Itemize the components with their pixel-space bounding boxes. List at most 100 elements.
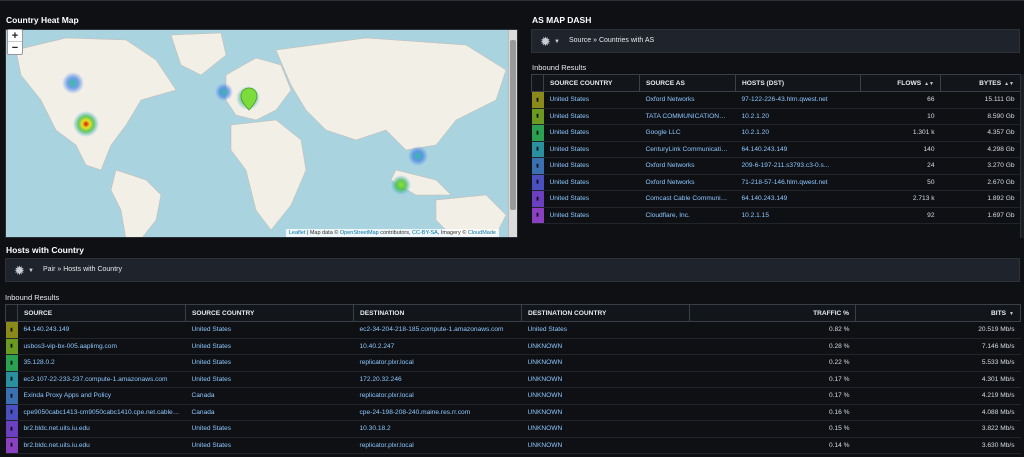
source-as-link[interactable]: CenturyLink Communication...	[639, 141, 736, 158]
destination-link[interactable]: 10.40.2.247	[353, 338, 522, 355]
source-country-link[interactable]: United States	[185, 437, 354, 454]
gear-icon[interactable]: ✹	[14, 263, 25, 278]
chevron-down-icon[interactable]: ▼	[28, 268, 34, 274]
source-country-link[interactable]: United States	[543, 91, 640, 109]
destination-link[interactable]: replicator.plxr.local	[353, 354, 522, 372]
host-link[interactable]: 10.2.1.20	[735, 108, 861, 125]
column-header-hosts[interactable]: HOSTS (DST)	[735, 74, 861, 92]
host-link[interactable]: 209-6-197-211.s3793.c3-0.s...	[735, 157, 861, 175]
map-canvas[interactable]	[6, 30, 518, 238]
source-link[interactable]: 64.140.243.149	[17, 321, 186, 339]
location-marker-icon[interactable]	[240, 87, 258, 111]
breadcrumb[interactable]: Pair » Hosts with Country	[43, 266, 122, 273]
host-link[interactable]: 10.2.1.20	[735, 124, 861, 142]
host-link[interactable]: 71-218-57-146.hlrn.qwest.net	[735, 174, 861, 191]
table-row[interactable]: ▮ United States Comcast Cable Communicati.…	[531, 190, 1021, 208]
source-as-link[interactable]: Comcast Cable Communicati...	[639, 190, 736, 208]
source-as-link[interactable]: Cloudflare, Inc.	[639, 207, 736, 224]
destination-link[interactable]: 10.30.18.2	[353, 420, 522, 438]
source-as-link[interactable]: TATA COMMUNICATIONS (AM...	[639, 108, 736, 125]
destination-country-link[interactable]: UNKNOWN	[521, 338, 690, 355]
host-link[interactable]: 64.140.243.149	[735, 141, 861, 158]
destination-link[interactable]: ec2-34-204-218-185.compute-1.amazonaws.c…	[353, 321, 522, 339]
table-row[interactable]: ▮ cpe9050cabc1413-cm9050cabc1410.cpe.net.…	[5, 404, 1021, 421]
table-row[interactable]: ▮ United States Oxford Networks 97-122-226-…	[531, 91, 1021, 109]
source-country-link[interactable]: United States	[185, 371, 354, 388]
destination-country-link[interactable]: UNKNOWN	[521, 404, 690, 421]
leaflet-link[interactable]: Leaflet	[288, 230, 306, 236]
host-link[interactable]: 97-122-226-43.hlrn.qwest.net	[735, 91, 861, 109]
host-link[interactable]: 64.140.243.149	[735, 190, 861, 208]
source-as-link[interactable]: Oxford Networks	[639, 157, 736, 175]
table-row[interactable]: ▮ ec2-107-22-233-237.compute-1.amazonaws.…	[5, 371, 1021, 388]
column-header-traffic[interactable]: TRAFFIC %	[689, 304, 856, 322]
table-row[interactable]: ▮ usbos3-vip-bx-005.aaplimg.com United Sta…	[5, 338, 1021, 355]
source-country-link[interactable]: United States	[543, 141, 640, 158]
source-country-link[interactable]: United States	[543, 190, 640, 208]
table-row[interactable]: ▮ United States Cloudflare, Inc. 10.2.1.15 9…	[531, 207, 1021, 224]
license-link[interactable]: CC-BY-SA	[412, 230, 438, 236]
heat-map[interactable]: Leaflet | Map data © OpenStreetMap contr…	[5, 29, 518, 238]
source-link[interactable]: Exinda Proxy Apps and Policy	[17, 387, 186, 405]
destination-country-link[interactable]: UNKNOWN	[521, 420, 690, 438]
sort-icon[interactable]: ▲▼	[924, 80, 934, 87]
column-header-source-as[interactable]: SOURCE AS	[639, 74, 736, 92]
table-row[interactable]: ▮ United States CenturyLink Communication.…	[531, 141, 1021, 158]
gear-icon[interactable]: ✹	[540, 34, 551, 49]
source-country-link[interactable]: United States	[185, 354, 354, 372]
source-country-link[interactable]: United States	[185, 321, 354, 339]
breadcrumb[interactable]: Source » Countries with AS	[569, 37, 655, 44]
destination-country-link[interactable]: UNKNOWN	[521, 387, 690, 405]
table-row[interactable]: ▮ 64.140.243.149 United States ec2-34-204-2…	[5, 321, 1021, 339]
table-row[interactable]: ▮ br2.bldc.net.uits.iu.edu United States 10…	[5, 420, 1021, 438]
source-as-link[interactable]: Google LLC	[639, 124, 736, 142]
sort-icon[interactable]: ▲▼	[1004, 80, 1014, 87]
source-as-link[interactable]: Oxford Networks	[639, 174, 736, 191]
destination-link[interactable]: 172.20.32.246	[353, 371, 522, 388]
zoom-out-button[interactable]: −	[11, 42, 19, 54]
destination-country-link[interactable]: United States	[521, 321, 690, 339]
source-country-link[interactable]: United States	[185, 420, 354, 438]
destination-country-link[interactable]: UNKNOWN	[521, 437, 690, 454]
zoom-in-button[interactable]: +	[8, 30, 22, 42]
source-country-link[interactable]: United States	[543, 174, 640, 191]
table-row[interactable]: ▮ 35.128.0.2 United States replicator.plxr.…	[5, 354, 1021, 372]
column-header-source-country[interactable]: SOURCE COUNTRY	[185, 304, 354, 322]
destination-link[interactable]: replicator.plxr.local	[353, 437, 522, 454]
column-header-source[interactable]: SOURCE	[17, 304, 186, 322]
source-as-link[interactable]: Oxford Networks	[639, 91, 736, 109]
sort-icon[interactable]: ▼	[1009, 310, 1014, 317]
cloudmade-link[interactable]: CloudMade	[467, 230, 496, 236]
destination-country-link[interactable]: UNKNOWN	[521, 354, 690, 372]
column-header-destination-country[interactable]: DESTINATION COUNTRY	[521, 304, 690, 322]
source-country-link[interactable]: Canada	[185, 387, 354, 405]
source-country-link[interactable]: United States	[543, 124, 640, 142]
table-row[interactable]: ▮ br2.bldc.net.uits.iu.edu United States re…	[5, 437, 1021, 454]
column-header-destination[interactable]: DESTINATION	[353, 304, 522, 322]
table-row[interactable]: ▮ United States Oxford Networks 209-6-197-2…	[531, 157, 1021, 175]
as-table-scrollbar[interactable]	[1020, 74, 1024, 238]
osm-link[interactable]: OpenStreetMap	[339, 230, 379, 236]
chevron-down-icon[interactable]: ▼	[554, 39, 560, 45]
table-row[interactable]: ▮ United States TATA COMMUNICATIONS (AM...…	[531, 108, 1021, 125]
source-link[interactable]: ec2-107-22-233-237.compute-1.amazonaws.c…	[17, 371, 186, 388]
source-link[interactable]: cpe9050cabc1413-cm9050cabc1410.cpe.net.c…	[17, 404, 186, 421]
column-header-bytes[interactable]: BYTES ▲▼	[940, 74, 1021, 92]
map-scrollbar[interactable]	[508, 30, 517, 237]
source-country-link[interactable]: United States	[543, 157, 640, 175]
source-link[interactable]: br2.bldc.net.uits.iu.edu	[17, 420, 186, 438]
column-header-source-country[interactable]: SOURCE COUNTRY	[543, 74, 640, 92]
source-country-link[interactable]: United States	[185, 338, 354, 355]
source-link[interactable]: br2.bldc.net.uits.iu.edu	[17, 437, 186, 454]
source-link[interactable]: usbos3-vip-bx-005.aaplimg.com	[17, 338, 186, 355]
destination-link[interactable]: cpe-24-198-208-240.maine.res.rr.com	[353, 404, 522, 421]
source-country-link[interactable]: Canada	[185, 404, 354, 421]
source-country-link[interactable]: United States	[543, 207, 640, 224]
column-header-bits[interactable]: BITS ▼	[855, 304, 1021, 322]
source-country-link[interactable]: United States	[543, 108, 640, 125]
source-link[interactable]: 35.128.0.2	[17, 354, 186, 372]
table-row[interactable]: ▮ United States Oxford Networks 71-218-57-1…	[531, 174, 1021, 191]
destination-link[interactable]: replicator.plxr.local	[353, 387, 522, 405]
destination-country-link[interactable]: UNKNOWN	[521, 371, 690, 388]
column-header-flows[interactable]: FLOWS ▲▼	[860, 74, 941, 92]
